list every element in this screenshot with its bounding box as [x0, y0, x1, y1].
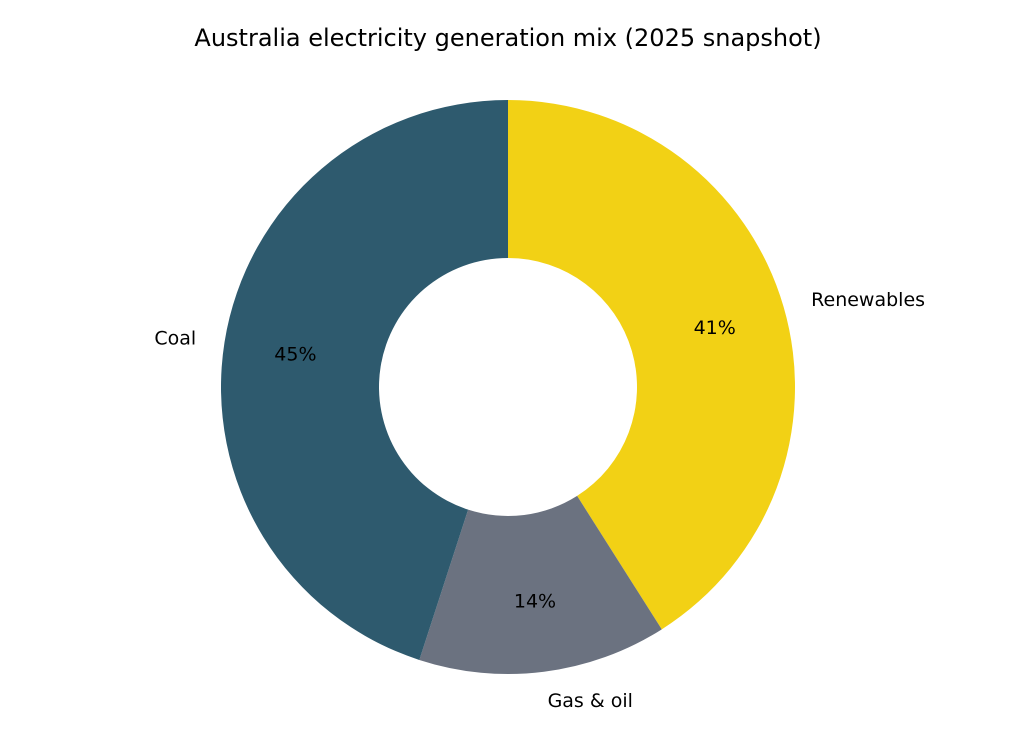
slice-gas-oil — [419, 495, 662, 674]
slice-label: Gas & oil — [548, 690, 633, 712]
slice-coal — [220, 100, 509, 660]
slice-label: Renewables — [811, 289, 925, 311]
slice-label: Coal — [154, 328, 196, 350]
pct-label: 14% — [514, 591, 556, 613]
slice-renewables — [508, 100, 796, 630]
pct-label: 45% — [274, 343, 316, 365]
pct-label: 41% — [694, 317, 736, 339]
chart-title: Australia electricity generation mix (20… — [194, 24, 821, 52]
